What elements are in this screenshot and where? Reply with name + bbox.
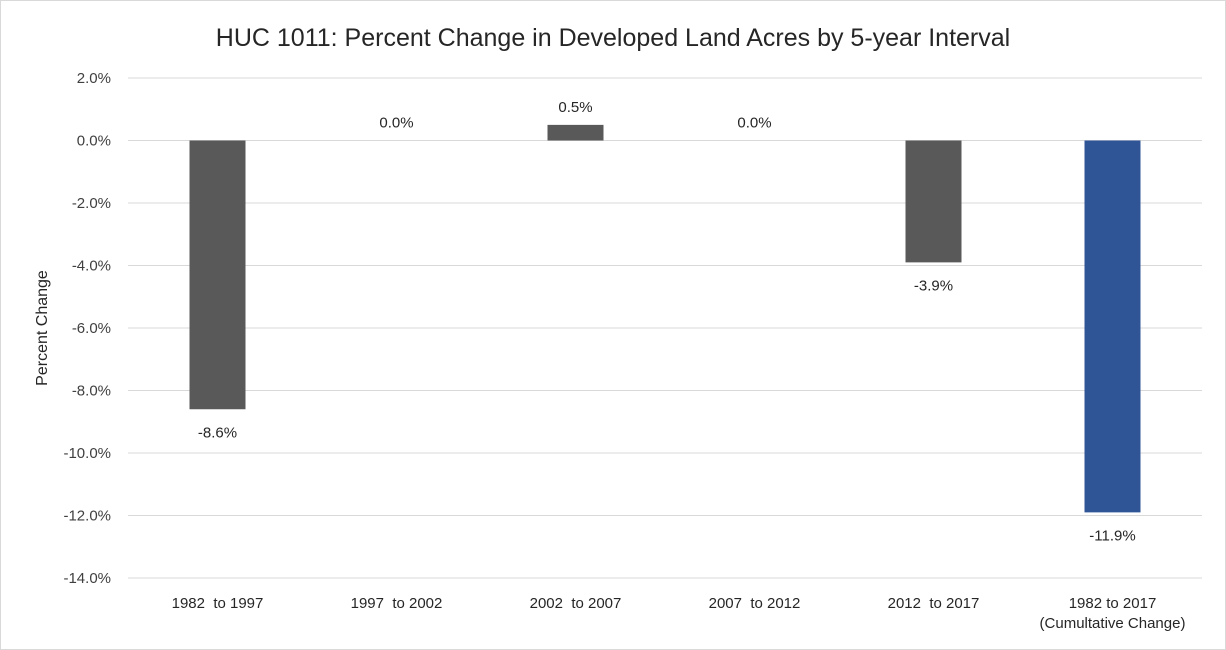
- data-label: -3.9%: [914, 277, 953, 294]
- x-tick-label: (Cumultative Change): [1040, 615, 1186, 632]
- x-tick-label: 2007 to 2012: [709, 595, 801, 612]
- data-label: 0.5%: [558, 99, 592, 116]
- y-axis-ticks: -14.0% -12.0% -10.0% -8.0% -6.0% -4.0% -2.0% 0.…: [63, 70, 111, 587]
- y-tick-label: -12.0%: [63, 508, 111, 525]
- y-axis-label: Percent Change: [34, 270, 51, 386]
- bar: [905, 140, 962, 263]
- data-labels: -8.6% 0.0% 0.5% 0.0% -3.9% -11.9%: [198, 99, 1136, 545]
- x-tick-label: 1997 to 2002: [351, 595, 443, 612]
- bar: [189, 140, 246, 410]
- y-tick-label: -10.0%: [63, 445, 111, 462]
- x-tick-label: 1982 to 1997: [172, 595, 264, 612]
- y-tick-label: -4.0%: [72, 258, 111, 275]
- x-axis-categories: 1982 to 1997 1997 to 2002 2002 to 2007 2007…: [172, 595, 1186, 632]
- y-tick-label: 0.0%: [77, 133, 111, 150]
- chart-title: HUC 1011: Percent Change in Developed La…: [216, 24, 1010, 52]
- data-label: 0.0%: [737, 115, 771, 132]
- x-tick-label: 1982 to 2017: [1069, 595, 1157, 612]
- y-tick-label: -6.0%: [72, 320, 111, 337]
- y-tick-label: -2.0%: [72, 195, 111, 212]
- bars: [189, 124, 1141, 513]
- gridlines: [128, 77, 1202, 579]
- y-tick-label: 2.0%: [77, 70, 111, 87]
- data-label: 0.0%: [379, 115, 413, 132]
- x-tick-label: 2002 to 2007: [530, 595, 622, 612]
- y-tick-label: -14.0%: [63, 570, 111, 587]
- data-label: -8.6%: [198, 424, 237, 441]
- bar: [1084, 140, 1141, 513]
- bar: [547, 124, 604, 141]
- data-label: -11.9%: [1089, 527, 1135, 544]
- y-tick-label: -8.0%: [72, 383, 111, 400]
- x-tick-label: 2012 to 2017: [888, 595, 980, 612]
